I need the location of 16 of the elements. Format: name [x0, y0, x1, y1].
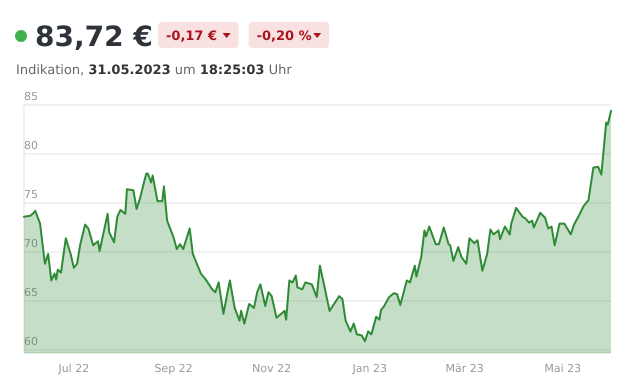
y-tick-label: 75 [24, 188, 38, 202]
y-tick-label: 65 [24, 286, 38, 300]
y-tick-label: 85 [24, 90, 38, 103]
x-tick-label: Jul 22 [57, 362, 90, 375]
x-tick-label: Mai 23 [544, 362, 582, 375]
text: -0,20 % [256, 29, 312, 44]
x-tick-label: Mär 23 [446, 362, 484, 375]
text: -0,17 € [166, 29, 218, 44]
x-tick-label: Nov 22 [252, 362, 292, 375]
x-tick-label: Jan 23 [352, 362, 387, 375]
y-tick-label: 70 [24, 237, 38, 250]
chart-title: 83,72 € [35, 20, 153, 53]
chart-subtitle: Indikation, 31.05.2023 um 18:25:03 Uhr [16, 63, 292, 78]
x-tick-label: Sep 22 [154, 362, 193, 375]
y-tick-label: 60 [24, 335, 38, 348]
y-tick-label: 80 [24, 139, 38, 152]
